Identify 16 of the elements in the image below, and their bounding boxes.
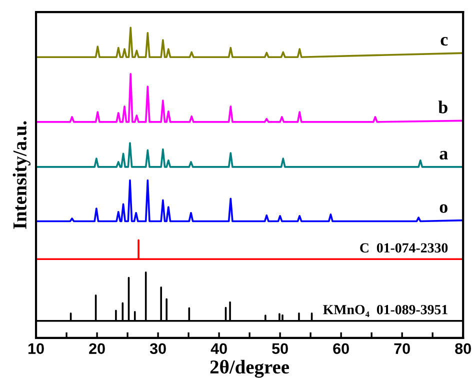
x-axis-title: 2θ/degree [210, 360, 290, 378]
x-tick-label: 30 [150, 343, 166, 354]
series-label: b [438, 100, 448, 114]
x-tick-label: 50 [272, 343, 288, 354]
x-tick-label: 40 [210, 343, 227, 354]
series-label: C 01-074-2330 [360, 243, 448, 253]
x-tick-label: 70 [394, 343, 410, 354]
x-tick-label: 60 [333, 343, 349, 354]
x-tick-label: 10 [28, 343, 44, 354]
y-axis-title: Intensity/a.u. [12, 121, 30, 229]
x-tick-label: 80 [455, 343, 471, 354]
x-tick-label: 20 [89, 343, 105, 354]
series-label: o [440, 204, 448, 213]
series-label: c [440, 36, 448, 46]
series-label: a [440, 150, 448, 160]
series-label: KMnO₄ 01-089-3951 [323, 304, 448, 317]
